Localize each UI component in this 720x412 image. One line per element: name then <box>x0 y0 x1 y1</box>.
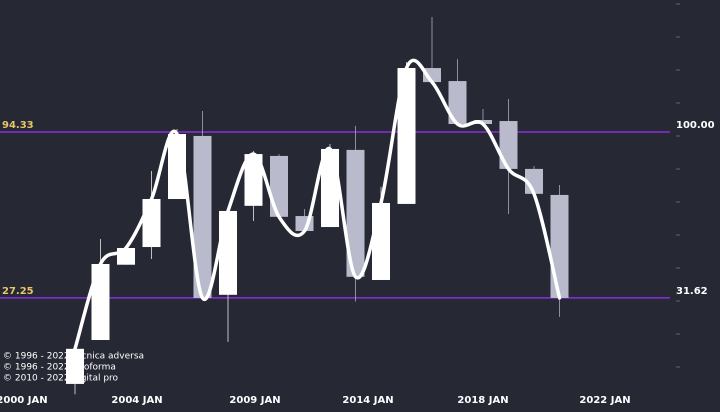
candle-body <box>397 68 416 204</box>
candle-body <box>193 135 212 298</box>
credit: © 1996 - 2022 tecnica adversa <box>3 352 144 362</box>
x-tick-label: 2004 JAN <box>111 395 162 406</box>
x-tick-label: 2014 JAN <box>342 395 393 406</box>
y-tick-label: 100.00 <box>676 120 715 131</box>
candle-body <box>142 199 161 248</box>
candle-body <box>91 264 110 341</box>
candle-body <box>448 81 467 125</box>
level-label: 27.25 <box>2 286 34 297</box>
candle-body <box>270 155 288 217</box>
candle-body <box>244 154 263 206</box>
credit: © 1996 - 2022 infoforma <box>3 363 116 373</box>
level-label: 94.33 <box>2 120 34 131</box>
x-tick-label: 2018 JAN <box>457 395 508 406</box>
x-tick-label: 2009 JAN <box>229 395 280 406</box>
x-tick-label: 2022 JAN <box>579 395 630 406</box>
trend-line <box>73 58 562 351</box>
candle-body <box>66 348 84 384</box>
credit: © 2010 - 2022 digital pro <box>3 374 119 384</box>
candle-body <box>499 121 518 169</box>
candle-body <box>346 149 365 277</box>
y-tick-label: 31.62 <box>676 286 708 297</box>
candle-body <box>219 210 237 295</box>
candle-body <box>550 194 569 298</box>
x-tick-label: 2000 JAN <box>0 395 48 406</box>
candle-body <box>372 202 390 280</box>
